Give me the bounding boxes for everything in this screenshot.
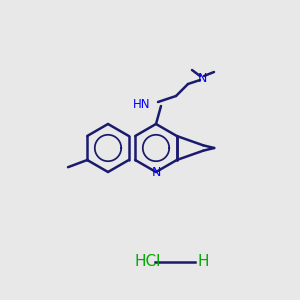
Text: N: N xyxy=(197,71,207,85)
Text: HCl: HCl xyxy=(135,254,161,269)
Text: N: N xyxy=(151,166,161,178)
Text: H: H xyxy=(197,254,209,269)
Text: HN: HN xyxy=(133,98,151,110)
